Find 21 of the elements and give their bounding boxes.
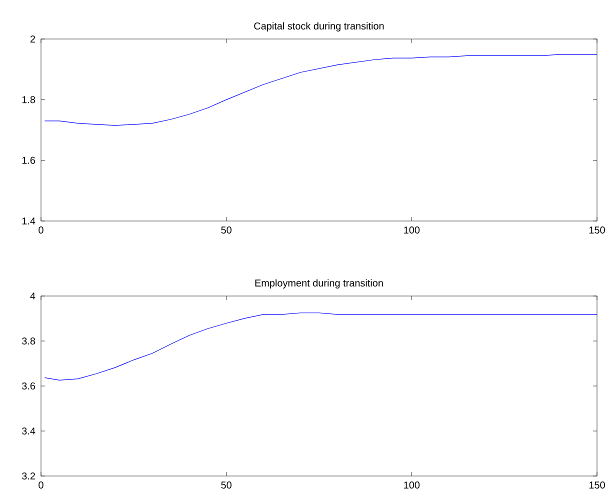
x-tick-label: 0 xyxy=(38,482,44,489)
chart-title: Capital stock during transition xyxy=(254,22,384,32)
y-tick-label: 4 xyxy=(30,292,36,300)
x-tick-label: 100 xyxy=(404,226,420,234)
x-tick-label: 150 xyxy=(589,482,605,489)
y-tick-label: 3.2 xyxy=(22,472,35,480)
y-tick-label: 3.8 xyxy=(22,337,36,345)
line-series xyxy=(44,54,598,126)
x-tick-label: 150 xyxy=(589,226,605,234)
y-tick-label: 3.4 xyxy=(22,427,36,435)
x-tick-label: 50 xyxy=(221,482,232,489)
y-tick-label: 1.4 xyxy=(22,218,36,224)
y-tick-label: 1.6 xyxy=(22,156,36,164)
y-tick-label: 1.8 xyxy=(22,96,36,104)
x-tick-label: 50 xyxy=(221,226,232,234)
x-tick-label: 0 xyxy=(38,226,44,234)
line-series xyxy=(44,312,598,380)
y-tick-label: 2 xyxy=(30,36,35,42)
chart-title: Employment during transition xyxy=(255,279,383,289)
y-tick-label: 3.6 xyxy=(22,382,36,390)
x-tick-label: 100 xyxy=(404,482,420,489)
